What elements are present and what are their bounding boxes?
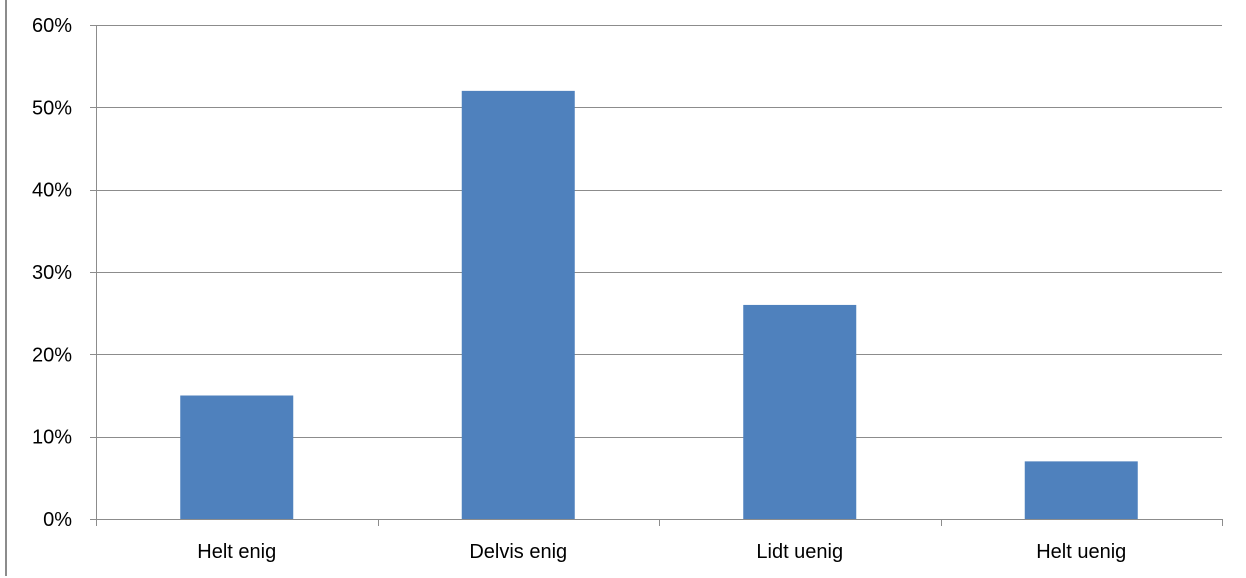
x-tick-label: Lidt uenig (756, 541, 843, 563)
bar-helt-uenig (1024, 461, 1138, 519)
bar-helt-enig (180, 395, 294, 519)
x-tick-label: Helt uenig (1036, 541, 1126, 563)
y-tick-label: 30% (32, 262, 72, 284)
tick-labels: 0% 10% 20% 30% 40% 50% 60% Helt enig Delvis enig… (32, 15, 1126, 563)
gridlines (96, 25, 1222, 438)
chart-frame (5, 0, 1244, 576)
bars (180, 90, 1138, 519)
axes (90, 25, 1223, 526)
y-tick-label: 20% (32, 344, 72, 366)
x-tick-label: Delvis enig (469, 541, 567, 563)
y-tick-label: 60% (32, 15, 72, 37)
y-tick-label: 10% (32, 427, 72, 449)
y-tick-label: 40% (32, 180, 72, 202)
x-tick-label: Helt enig (197, 541, 276, 563)
bar-lidt-uenig (743, 304, 857, 519)
bar-delvis-enig (461, 90, 575, 519)
y-tick-label: 0% (43, 509, 72, 531)
y-tick-label: 50% (32, 97, 72, 119)
